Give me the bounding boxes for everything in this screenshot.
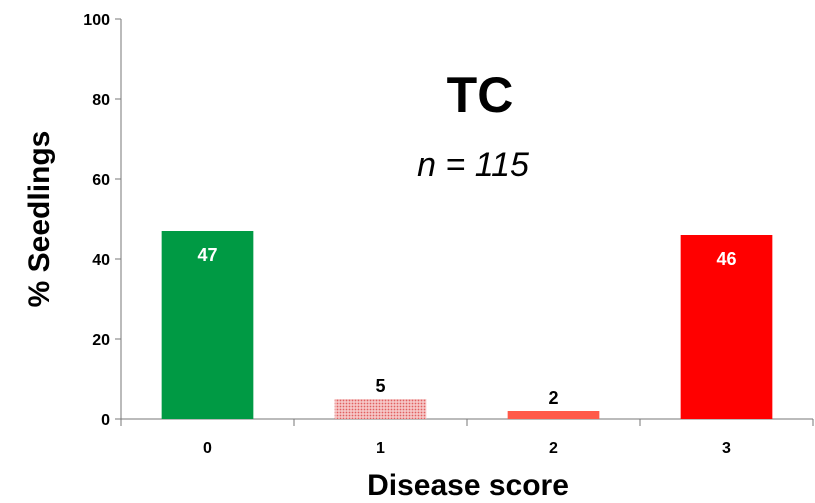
data-label-score-3: 46 bbox=[716, 249, 736, 269]
y-axis: 0 20 40 60 80 100 bbox=[83, 12, 122, 429]
data-label-score-2: 2 bbox=[548, 388, 558, 408]
x-tick-label: 1 bbox=[376, 440, 385, 457]
y-tick-label: 100 bbox=[83, 12, 110, 29]
chart-subtitle: n = 115 bbox=[417, 146, 529, 184]
data-labels: 47 5 2 46 bbox=[197, 245, 736, 408]
bar-score-0 bbox=[161, 231, 254, 419]
x-axis-title: Disease score bbox=[367, 469, 569, 502]
bar-score-3 bbox=[680, 235, 773, 419]
y-tick-label: 40 bbox=[92, 252, 110, 269]
chart-title: TC bbox=[447, 67, 514, 123]
y-tick-label: 80 bbox=[92, 92, 110, 109]
x-tick-label: 2 bbox=[549, 440, 558, 457]
x-tick-label: 0 bbox=[203, 440, 212, 457]
y-tick-label: 0 bbox=[101, 412, 110, 429]
bar-score-2 bbox=[507, 411, 600, 419]
y-axis-title: % Seedlings bbox=[23, 131, 56, 308]
data-label-score-1: 5 bbox=[375, 376, 385, 396]
bar-score-1 bbox=[334, 399, 427, 419]
bars bbox=[161, 231, 773, 419]
x-axis: 0 1 2 3 bbox=[120, 418, 814, 457]
x-tick-label: 3 bbox=[722, 440, 731, 457]
y-tick-label: 20 bbox=[92, 332, 110, 349]
y-tick-label: 60 bbox=[92, 172, 110, 189]
data-label-score-0: 47 bbox=[197, 245, 217, 265]
